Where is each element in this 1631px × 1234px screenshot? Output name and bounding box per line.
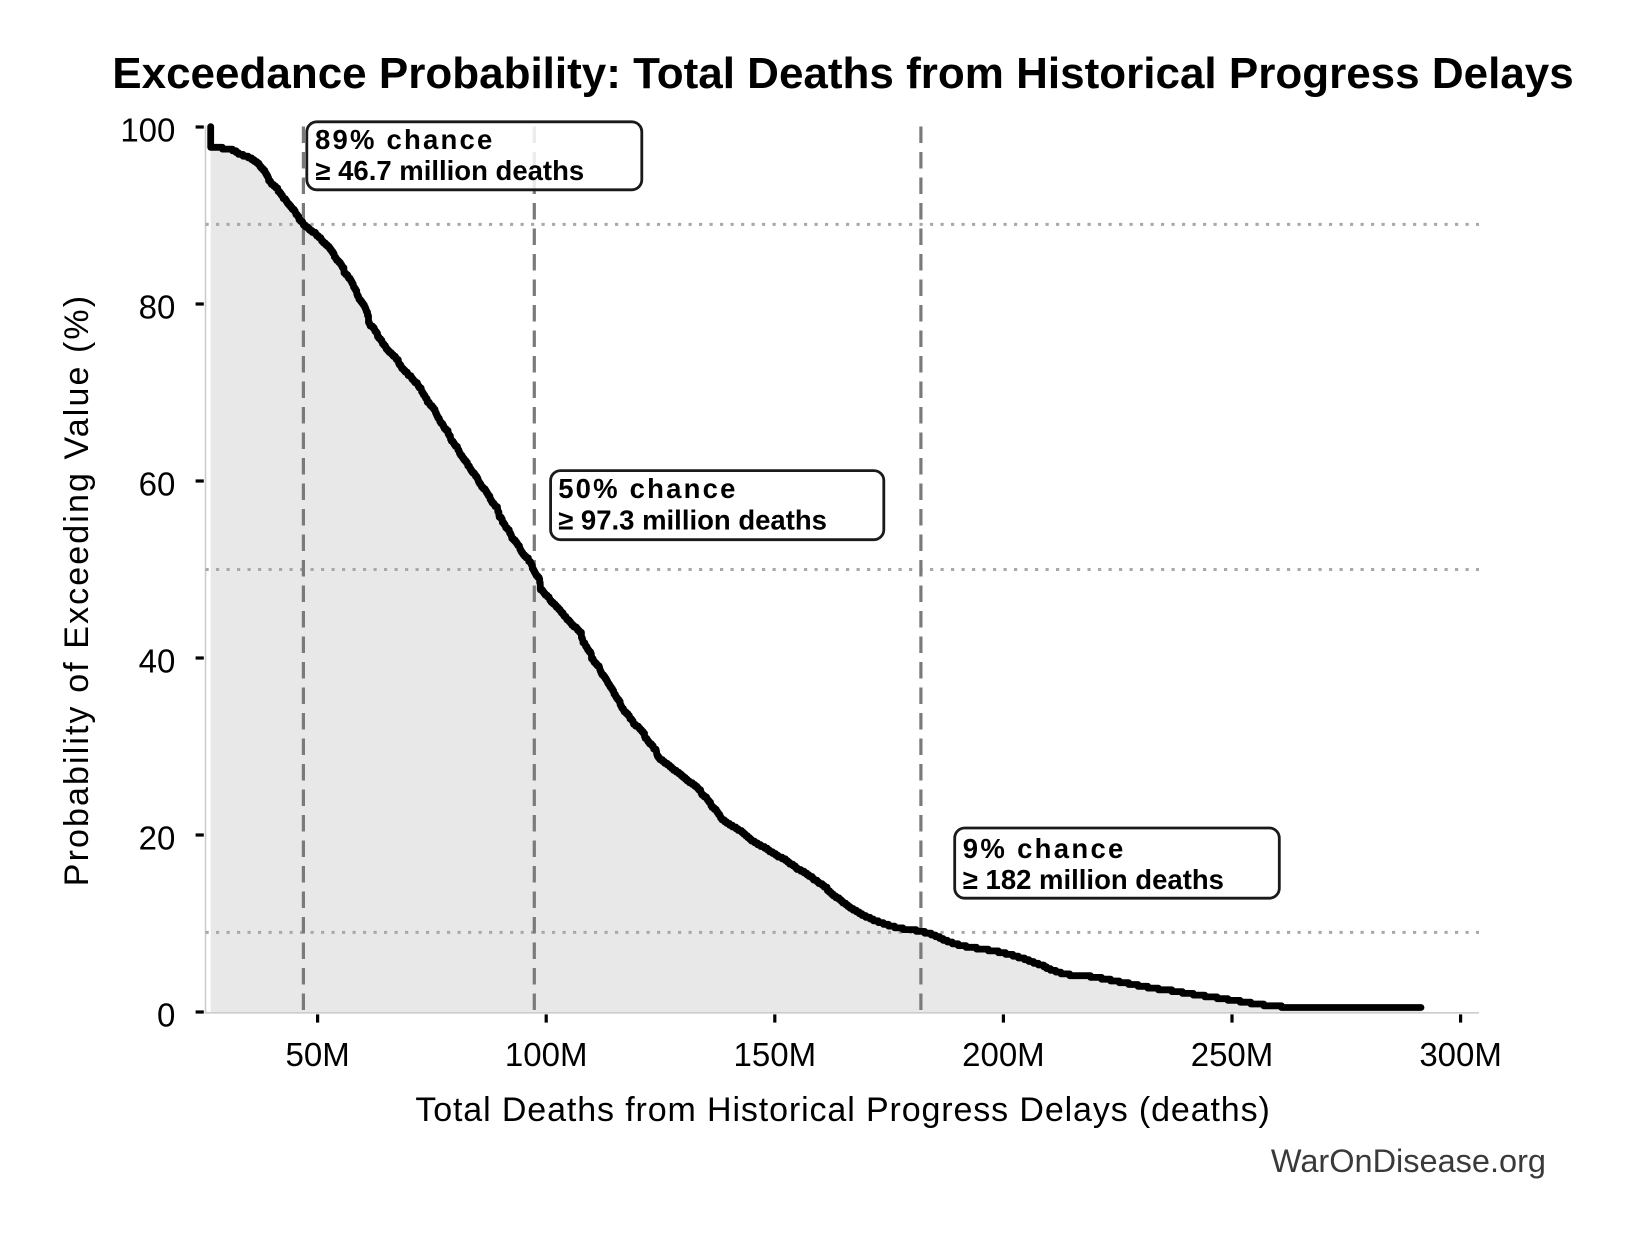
svg-text:50M: 50M — [285, 1036, 349, 1073]
svg-text:200M: 200M — [962, 1036, 1045, 1073]
svg-text:20: 20 — [139, 819, 176, 856]
svg-text:Probability of Exceeding Value: Probability of Exceeding Value (%) — [58, 294, 96, 886]
svg-text:Exceedance Probability: Total: Exceedance Probability: Total Deaths fro… — [112, 49, 1573, 98]
svg-text:50% chance: 50% chance — [558, 473, 737, 504]
svg-text:300M: 300M — [1419, 1036, 1502, 1073]
svg-text:80: 80 — [139, 288, 176, 325]
svg-text:89% chance: 89% chance — [315, 124, 494, 155]
svg-text:Total Deaths from Historical P: Total Deaths from Historical Progress De… — [415, 1091, 1270, 1129]
svg-text:100M: 100M — [505, 1036, 588, 1073]
svg-text:≥ 182 million deaths: ≥ 182 million deaths — [963, 864, 1224, 895]
svg-text:60: 60 — [139, 465, 176, 502]
svg-text:100: 100 — [120, 111, 175, 148]
svg-text:250M: 250M — [1191, 1036, 1274, 1073]
svg-text:≥ 46.7 million deaths: ≥ 46.7 million deaths — [315, 155, 584, 186]
svg-text:9% chance: 9% chance — [963, 833, 1126, 864]
svg-text:WarOnDisease.org: WarOnDisease.org — [1271, 1143, 1546, 1179]
svg-text:0: 0 — [157, 996, 175, 1033]
svg-text:≥ 97.3 million deaths: ≥ 97.3 million deaths — [558, 505, 827, 536]
svg-text:150M: 150M — [734, 1036, 817, 1073]
svg-text:40: 40 — [139, 642, 176, 679]
